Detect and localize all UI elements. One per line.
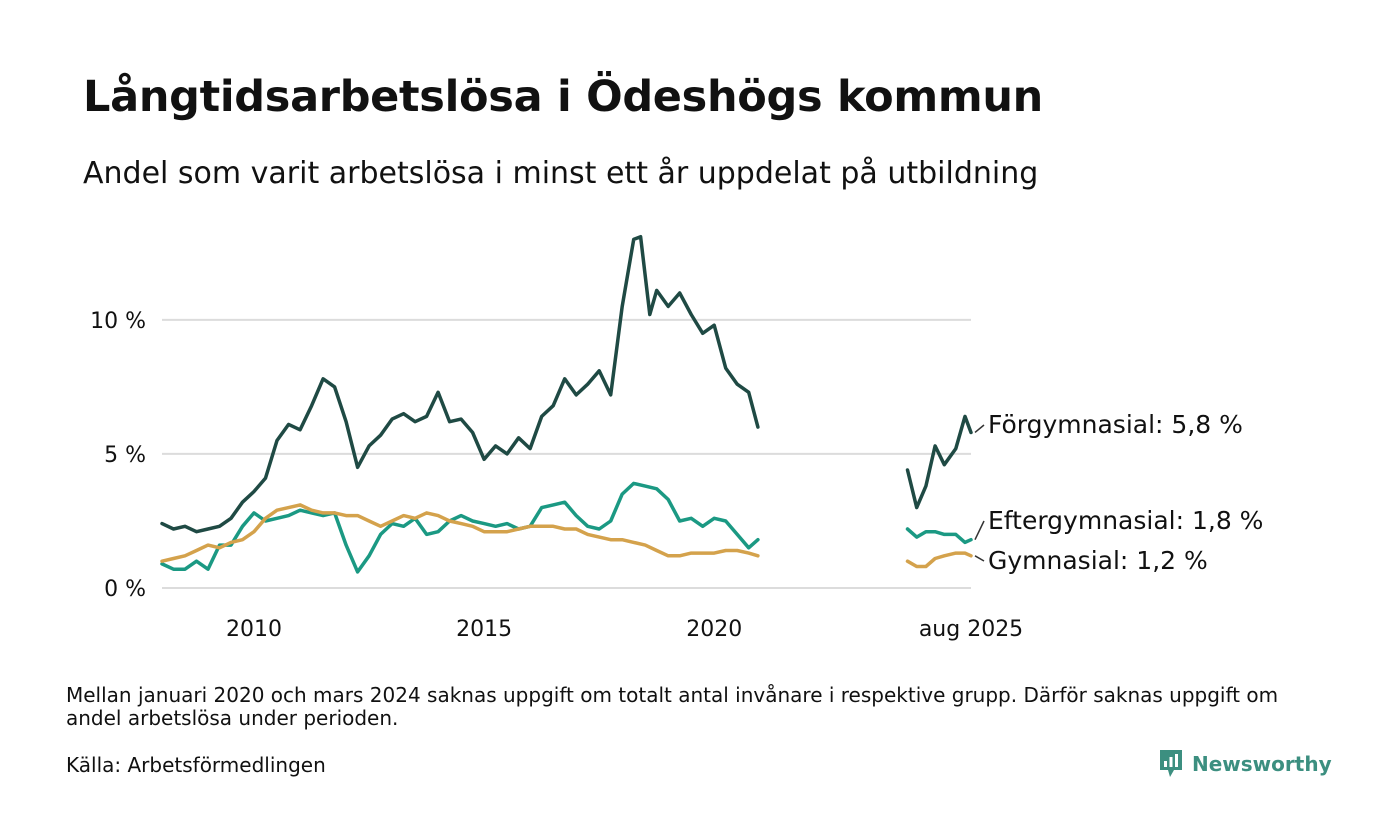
end-label-gymnasial: Gymnasial: 1,2 % — [988, 546, 1208, 575]
end-label-eftergymnasial: Eftergymnasial: 1,8 % — [988, 506, 1263, 535]
y-tick-label: 10 % — [90, 309, 146, 334]
series-line-förgymnasial-0 — [160, 234, 760, 534]
newsworthy-logo-icon — [1160, 750, 1182, 777]
chart-title: Långtidsarbetslösa i Ödeshögs kommun — [83, 72, 1043, 122]
footnote: Mellan januari 2020 och mars 2024 saknas… — [66, 683, 1279, 730]
grid-lines — [162, 318, 971, 589]
series-line-eftergymnasial-0 — [160, 481, 760, 574]
y-axis-ticks: 0 % 5 % 10 % — [90, 309, 146, 602]
label-connector — [974, 520, 985, 541]
source-text: Källa: Arbetsförmedlingen — [66, 753, 326, 777]
x-tick-label: aug 2025 — [919, 617, 1023, 642]
series-line-eftergymnasial-1 — [905, 527, 973, 545]
end-labels: Förgymnasial: 5,8 % Eftergymnasial: 1,8 %… — [974, 410, 1263, 575]
series-line-gymnasial-0 — [160, 503, 760, 563]
label-connector — [974, 424, 985, 434]
x-tick-label: 2020 — [686, 617, 742, 642]
brand-name: Newsworthy — [1192, 752, 1332, 776]
series-lines — [160, 234, 973, 574]
x-tick-label: 2015 — [456, 617, 512, 642]
end-label-förgymnasial: Förgymnasial: 5,8 % — [988, 410, 1243, 439]
series-line-gymnasial-1 — [905, 551, 973, 569]
x-tick-label: 2010 — [226, 617, 282, 642]
x-axis-ticks: 2010 2015 2020 aug 2025 — [226, 617, 1023, 642]
series-line-förgymnasial-1 — [905, 414, 973, 510]
y-tick-label: 0 % — [104, 577, 146, 602]
y-tick-label: 5 % — [104, 443, 146, 468]
label-connector — [974, 555, 985, 562]
chart-subtitle: Andel som varit arbetslösa i minst ett å… — [83, 156, 1039, 191]
brand-logo[interactable]: Newsworthy — [1158, 748, 1332, 780]
